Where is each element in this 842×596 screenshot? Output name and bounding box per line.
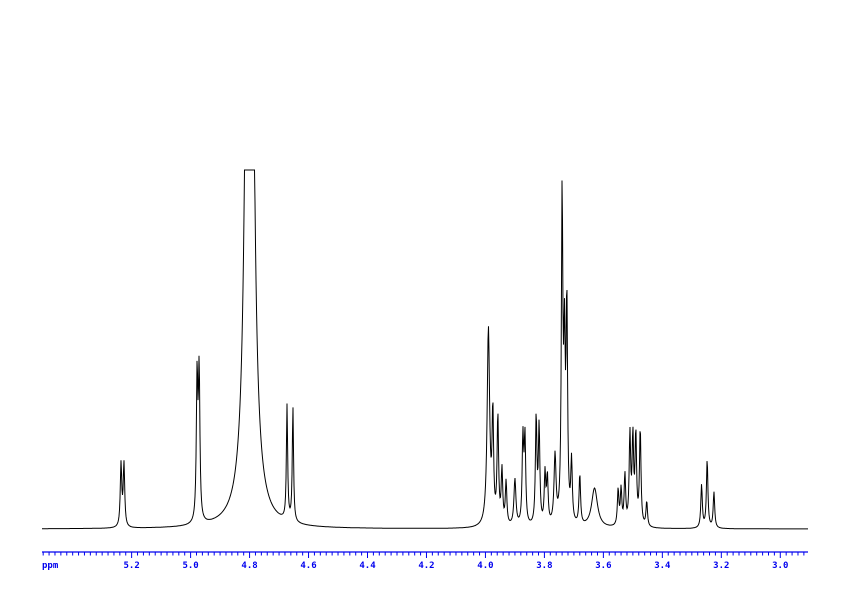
x-tick-label: 4.4 xyxy=(359,561,376,571)
x-tick-label: 5.0 xyxy=(182,561,198,571)
x-axis-label: ppm xyxy=(42,561,59,571)
x-tick-label: 3.4 xyxy=(654,561,671,571)
x-axis: 5.2 5.0 4.8 4.6 4.4 4.2 4.0 3.8 3.6 3.4 3.2 3.0 ppm xyxy=(42,551,808,571)
x-tick-label: 3.6 xyxy=(595,561,611,571)
x-tick-label: 4.6 xyxy=(300,561,316,571)
spectrum-trace xyxy=(42,169,808,530)
x-tick-label: 5.2 xyxy=(123,561,139,571)
plot-area xyxy=(42,169,808,530)
x-tick-label: 3.0 xyxy=(772,561,788,571)
x-tick-label: 3.8 xyxy=(536,561,552,571)
x-tick-label: 4.8 xyxy=(241,561,257,571)
x-axis-tick-labels: 5.2 5.0 4.8 4.6 4.4 4.2 4.0 3.8 3.6 3.4 3.2 3.0 xyxy=(123,561,788,571)
x-tick-label: 4.2 xyxy=(418,561,434,571)
x-tick-label: 4.0 xyxy=(477,561,493,571)
x-tick-label: 3.2 xyxy=(713,561,729,571)
x-axis-ticks xyxy=(42,552,805,558)
